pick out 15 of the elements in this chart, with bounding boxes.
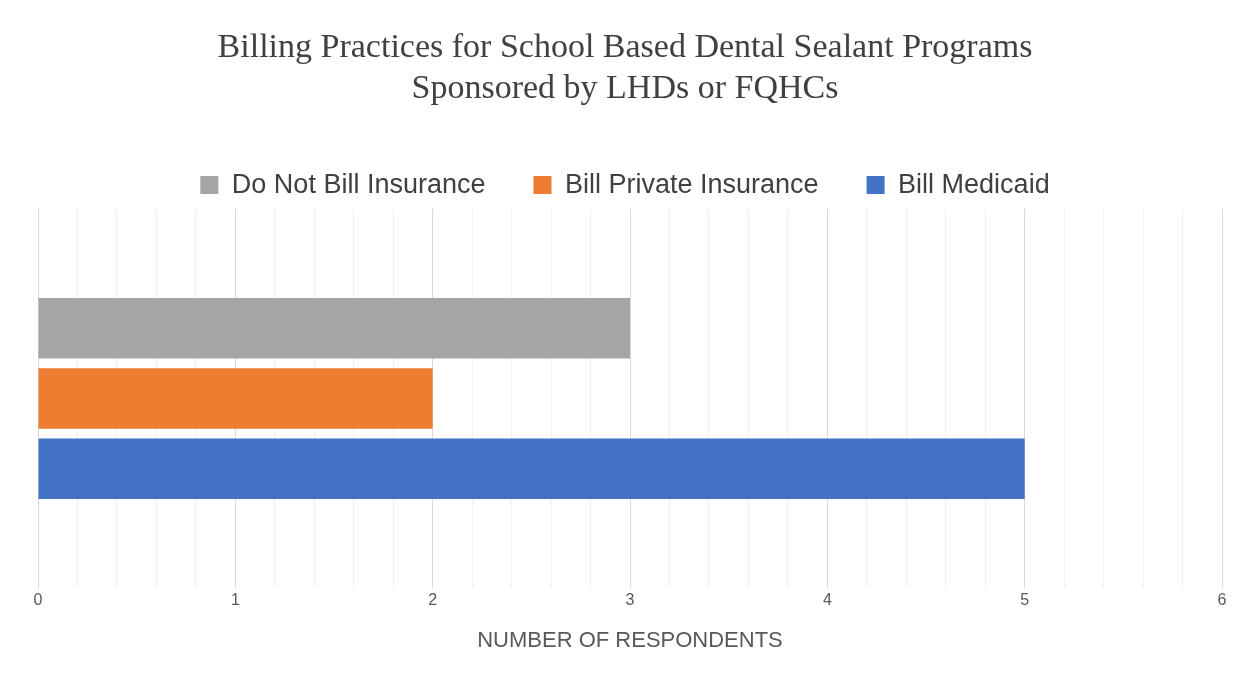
x-tick-label: 6 (1217, 591, 1227, 609)
bar (38, 438, 1025, 499)
bar (38, 298, 630, 359)
bar (38, 368, 433, 429)
legend-label: Do Not Bill Insurance (231, 168, 486, 199)
chart-title: Billing Practices for School Based Dental Sealant Programs Sponsored by LHDs or FQHCs (217, 27, 1033, 106)
x-tick-label: 0 (33, 591, 43, 609)
x-tick-label: 5 (1020, 591, 1030, 609)
x-tick-label: 2 (428, 591, 438, 609)
x-axis-title: NUMBER OF RESPONDENTS (477, 626, 783, 652)
x-tick-label: 1 (230, 591, 240, 609)
legend-label: Bill Private Insurance (564, 168, 819, 199)
x-tick-label: 3 (625, 591, 635, 609)
x-tick-label: 4 (822, 591, 832, 609)
legend-label: Bill Medicaid (898, 168, 1050, 199)
